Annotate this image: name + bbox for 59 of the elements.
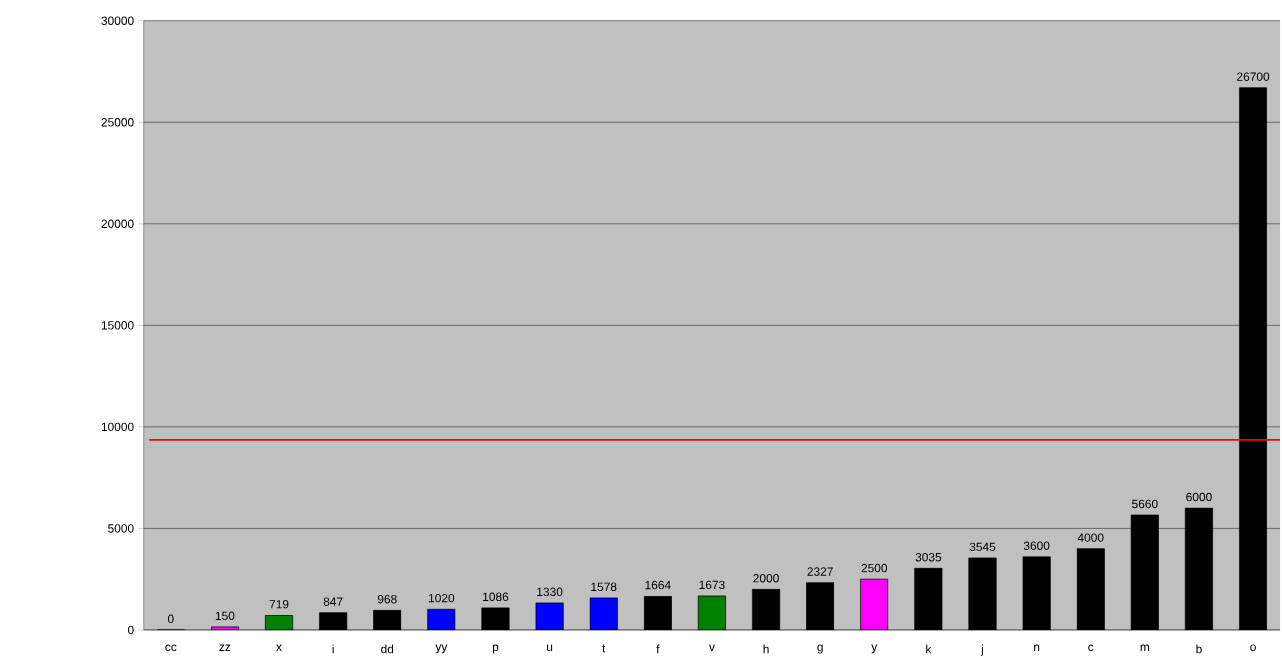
x-tick-label: t (602, 644, 606, 653)
x-tick-label: b (1196, 644, 1202, 654)
x-tick-label: k (926, 644, 932, 654)
x-tick-label: o (1250, 644, 1256, 652)
y-tick-label: 10000 (101, 422, 134, 432)
data-label: 4000 (1077, 533, 1104, 542)
data-label: 719 (269, 600, 289, 609)
data-label: 3035 (915, 553, 942, 562)
data-label: 1673 (699, 580, 725, 590)
bar (1076, 548, 1105, 631)
x-tick-label: i (332, 644, 334, 654)
data-label: 2327 (807, 567, 833, 576)
data-label: 1330 (537, 587, 563, 597)
y-tick-label: 25000 (101, 118, 134, 127)
data-label: 1086 (483, 592, 509, 602)
bar (860, 578, 889, 631)
bar (535, 602, 564, 631)
x-tick-label: zz (219, 644, 231, 652)
x-tick-label: y (871, 644, 878, 654)
data-label: 847 (323, 597, 343, 607)
x-tick-label: p (492, 644, 499, 654)
y-tick-label: 20000 (101, 219, 134, 229)
x-tick-label: cc (165, 644, 177, 652)
data-label: 0 (167, 614, 174, 624)
y-tick-label: 0 (127, 625, 134, 635)
data-label: 2000 (753, 574, 779, 583)
data-label: 26700 (1237, 72, 1270, 82)
data-label: 1020 (428, 594, 455, 603)
x-tick-label: j (980, 644, 984, 656)
x-tick-label: dd (381, 644, 394, 654)
bar (210, 626, 239, 631)
x-tick-label: g (817, 644, 823, 654)
bar (373, 610, 402, 631)
x-tick-label: h (763, 644, 769, 654)
data-label: 1664 (645, 580, 671, 590)
data-label: 1578 (591, 582, 617, 592)
x-tick-label: x (276, 644, 282, 652)
data-label: 2500 (861, 563, 888, 573)
bar (427, 608, 456, 631)
bar (589, 597, 618, 631)
x-tick-label: m (1140, 644, 1150, 652)
bar (481, 607, 510, 631)
x-tick-label: u (547, 644, 553, 652)
bar (806, 582, 835, 631)
y-tick-label: 30000 (101, 16, 134, 26)
bar (643, 595, 672, 631)
x-tick-label: yy (435, 644, 448, 654)
data-label: 5660 (1132, 499, 1158, 509)
y-tick-label: 5000 (108, 524, 134, 533)
x-tick-label: v (708, 644, 715, 652)
data-label: 150 (215, 611, 235, 621)
data-label: 968 (377, 595, 397, 604)
data-label: 3600 (1023, 541, 1050, 551)
data-label: 3545 (969, 542, 996, 552)
x-tick-label: n (1034, 644, 1040, 652)
data-label: 6000 (1186, 492, 1212, 502)
y-tick-label: 15000 (101, 321, 134, 330)
x-tick-label: f (656, 644, 660, 654)
x-tick-label: c (1088, 644, 1094, 652)
